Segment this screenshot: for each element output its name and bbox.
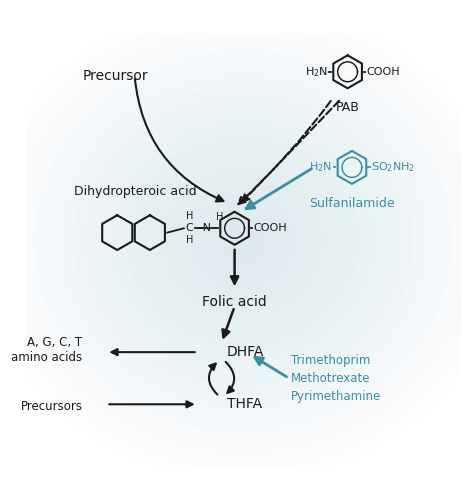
FancyArrowPatch shape xyxy=(231,250,238,284)
Text: –N–: –N– xyxy=(198,224,218,234)
Text: Sulfanilamide: Sulfanilamide xyxy=(309,197,395,210)
Text: H: H xyxy=(216,212,224,222)
Text: Folic acid: Folic acid xyxy=(202,295,267,309)
FancyArrowPatch shape xyxy=(135,79,224,202)
Text: H$_2$N: H$_2$N xyxy=(304,65,328,78)
Text: SO$_2$NH$_2$: SO$_2$NH$_2$ xyxy=(371,160,415,174)
FancyArrowPatch shape xyxy=(109,401,193,407)
FancyArrowPatch shape xyxy=(111,349,195,355)
Text: Precursors: Precursors xyxy=(20,400,83,413)
Text: H: H xyxy=(186,236,193,246)
Text: Trimethoprim
Methotrexate
Pyrimethamine: Trimethoprim Methotrexate Pyrimethamine xyxy=(291,354,381,403)
Text: COOH: COOH xyxy=(254,224,287,234)
Text: Dihydropteroic acid: Dihydropteroic acid xyxy=(74,185,196,198)
FancyArrowPatch shape xyxy=(238,101,331,204)
FancyArrowPatch shape xyxy=(243,100,339,202)
Text: COOH: COOH xyxy=(367,67,401,77)
FancyArrowPatch shape xyxy=(226,362,234,393)
Text: H$_2$N: H$_2$N xyxy=(309,160,332,174)
FancyArrowPatch shape xyxy=(209,364,218,394)
Text: C: C xyxy=(186,224,193,234)
Text: THFA: THFA xyxy=(227,398,262,411)
Text: PAB: PAB xyxy=(336,102,359,114)
Text: Precursor: Precursor xyxy=(83,69,148,83)
Text: H: H xyxy=(186,211,193,221)
FancyArrowPatch shape xyxy=(246,169,311,208)
Text: DHFA: DHFA xyxy=(227,345,264,359)
Text: A, G, C, T
amino acids: A, G, C, T amino acids xyxy=(12,336,83,364)
FancyArrowPatch shape xyxy=(223,309,234,338)
FancyArrowPatch shape xyxy=(255,358,286,377)
